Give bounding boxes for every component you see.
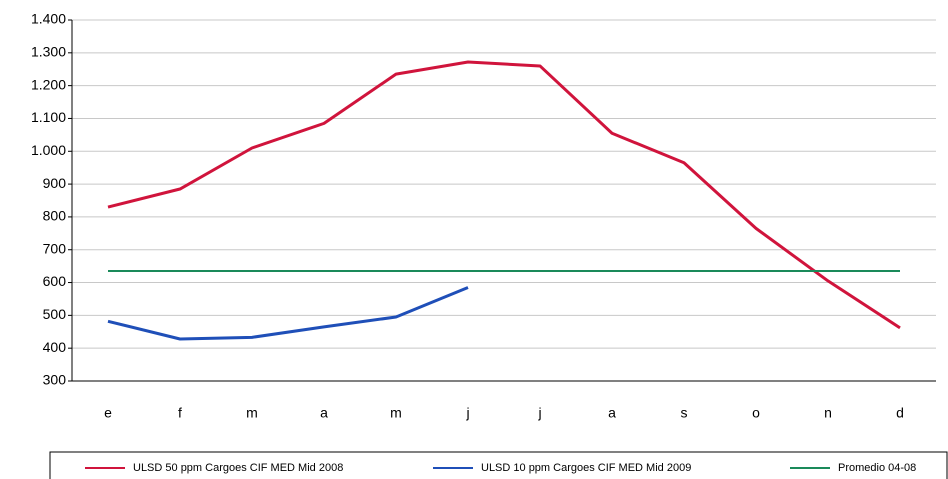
y-tick-label: 400: [43, 339, 67, 355]
y-tick-label: 700: [43, 240, 67, 256]
legend: ULSD 50 ppm Cargoes CIF MED Mid 2008 ULSD…: [49, 451, 948, 479]
y-tick-label: 900: [43, 175, 67, 191]
x-tick-label: o: [752, 405, 760, 421]
y-tick-label: 1.400: [31, 11, 66, 27]
x-tick-label: e: [104, 405, 112, 421]
y-tick-label: 500: [43, 306, 67, 322]
x-tick-label: a: [608, 405, 616, 421]
x-tick-label: f: [178, 405, 182, 421]
x-tick-label: s: [681, 405, 688, 421]
legend-label: ULSD 10 ppm Cargoes CIF MED Mid 2009: [481, 462, 691, 474]
x-tick-label: a: [320, 405, 328, 421]
y-tick-label: 1.300: [31, 44, 66, 60]
x-tick-label: d: [896, 405, 904, 421]
y-tick-label: 600: [43, 273, 67, 289]
y-tick-label: 1.100: [31, 109, 66, 125]
legend-label: Promedio 04-08: [838, 462, 916, 474]
legend-box: [49, 451, 948, 479]
x-tick-label: j: [537, 405, 541, 421]
x-tick-label: j: [465, 405, 469, 421]
y-tick-label: 1.000: [31, 142, 66, 158]
x-tick-label: m: [390, 405, 402, 421]
y-tick-label: 800: [43, 208, 67, 224]
series-line: [107, 60, 901, 330]
y-tick-label: 1.200: [31, 76, 66, 92]
x-tick-label: m: [246, 405, 258, 421]
y-tick-label: 300: [43, 372, 67, 388]
legend-label: ULSD 50 ppm Cargoes CIF MED Mid 2008: [133, 462, 343, 474]
series-line: [107, 286, 469, 341]
x-tick-label: n: [824, 405, 832, 421]
